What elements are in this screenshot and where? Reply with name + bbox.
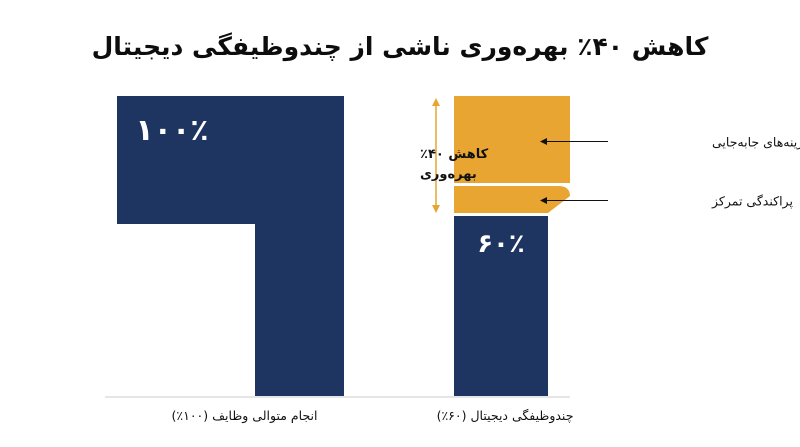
annotation-arrow-head-top — [432, 98, 440, 106]
x-tick-label-multitask: چندوظیفگی دیجیتال (۶۰٪) — [437, 408, 574, 424]
annotation-arrow-head-bottom — [432, 205, 440, 213]
bar-multitask-value-label: ۶۰٪ — [477, 229, 525, 259]
stack-segment-scattered-focus — [454, 186, 570, 213]
callout-scattered-focus-label: پراکندگی تمرکز — [711, 194, 793, 210]
bar-multitask — [454, 216, 548, 396]
callout-switching-cost-arrowhead — [540, 138, 547, 145]
bar-sequential-value-label: ۱۰۰٪ — [135, 113, 208, 148]
callout-switching-cost-label: هزینه‌های جابه‌جایی — [712, 135, 800, 151]
callout-scattered-focus-arrowhead — [540, 197, 547, 204]
bar-sequential — [117, 96, 344, 396]
stack-segment-switching-cost — [454, 96, 570, 183]
x-tick-label-sequential: انجام متوالی وظایف (۱۰۰٪) — [172, 408, 318, 424]
chart-title: کاهش ۴۰٪ بهره‌وری ناشی از چندوظیفگی دیجی… — [92, 32, 709, 62]
annotation-line-2: بهره‌وری — [420, 167, 477, 182]
annotation-line-1: کاهش ۴۰٪ — [420, 147, 489, 162]
chart-marks: ۱۰۰٪ ۶۰٪ کاهش ۴۰٪ بهره‌وری هزینه‌های جابه‌جا… — [105, 96, 800, 424]
